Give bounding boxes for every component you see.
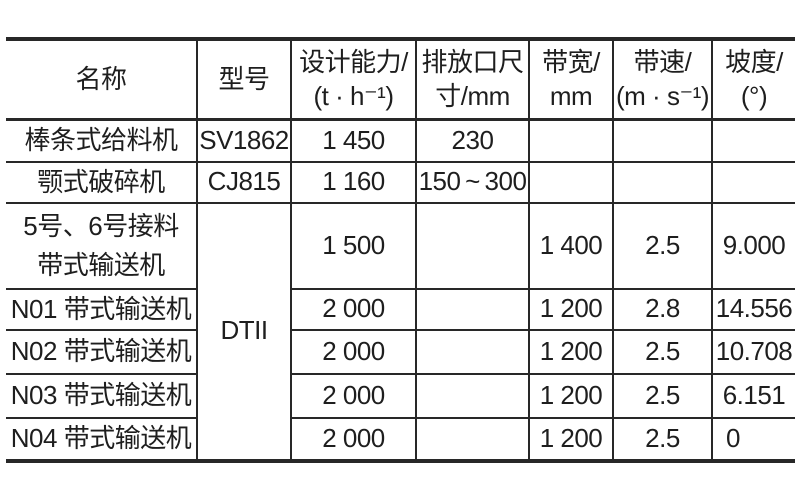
- cell-model: SV1862: [196, 118, 292, 163]
- cell-belt-speed: 2.5: [612, 372, 713, 419]
- cell-capacity: 1 450: [290, 118, 417, 163]
- cell-belt-width: [528, 118, 614, 163]
- cell-name: 棒条式给料机: [6, 118, 198, 163]
- table-row: N02 带式输送机 2 000 1 200 2.5 10.708: [6, 328, 795, 375]
- cell-outlet: [415, 416, 530, 462]
- table-row: 棒条式给料机 SV1862 1 450 230: [6, 118, 795, 163]
- cell-capacity: 2 000: [290, 416, 417, 462]
- header-model: 型号: [196, 38, 292, 121]
- cell-outlet: [415, 328, 530, 375]
- cell-name: N01 带式输送机: [6, 287, 198, 331]
- header-capacity-line: (t · h⁻¹): [313, 80, 395, 111]
- cell-slope: 6.151: [711, 372, 795, 419]
- header-name-line: 名称: [75, 63, 127, 94]
- cell-outlet: [415, 287, 530, 331]
- header-belt-speed: 带速/(m · s⁻¹): [612, 38, 713, 121]
- table-row: N01 带式输送机 2 000 1 200 2.8 14.556: [6, 287, 795, 331]
- cell-model: DTII: [196, 201, 292, 462]
- cell-belt-speed: 2.5: [612, 416, 713, 462]
- cell-belt-width: 1 400: [528, 201, 614, 290]
- cell-belt-speed: [612, 160, 713, 204]
- cell-capacity: 2 000: [290, 287, 417, 331]
- cell-name: N02 带式输送机: [6, 328, 198, 375]
- header-capacity: 设计能力/(t · h⁻¹): [290, 38, 417, 121]
- table-row: 5号、6号接料 带式输送机 DTII 1 500 1 400 2.5 9.000: [6, 201, 795, 462]
- cell-capacity: 2 000: [290, 372, 417, 419]
- cell-outlet: 230: [415, 118, 530, 163]
- header-slope: 坡度/ (°): [711, 38, 795, 121]
- cell-slope: 14.556: [711, 287, 795, 331]
- cell-slope: [711, 160, 795, 204]
- cell-outlet: 150 ~ 300: [415, 160, 530, 204]
- cell-slope: 9.000: [711, 201, 795, 290]
- header-belt-width-line: 带宽/: [542, 46, 600, 77]
- cell-name: N03 带式输送机: [6, 372, 198, 419]
- cell-slope: [711, 118, 795, 163]
- header-slope-line: 坡度/: [725, 46, 783, 77]
- header-belt-speed-line: (m · s⁻¹): [616, 80, 709, 111]
- table-row: 颚式破碎机 CJ815 1 160 150 ~ 300: [6, 160, 795, 204]
- cell-belt-width: 1 200: [528, 287, 614, 331]
- cell-belt-width: 1 200: [528, 416, 614, 462]
- cell-model: CJ815: [196, 160, 292, 204]
- cell-slope: 0: [711, 416, 795, 462]
- cell-belt-width: 1 200: [528, 328, 614, 375]
- cell-capacity: 1 160: [290, 160, 417, 204]
- header-name: 名称: [6, 38, 198, 121]
- header-belt-width: 带宽/mm: [528, 38, 614, 121]
- header-outlet: 排放口尺 寸/mm: [415, 38, 530, 121]
- cell-belt-speed: [612, 118, 713, 163]
- table-row: N04 带式输送机 2 000 1 200 2.5 0: [6, 416, 795, 462]
- table-row: N03 带式输送机 2 000 1 200 2.5 6.151: [6, 372, 795, 419]
- cell-outlet: [415, 201, 530, 290]
- table-header: 名称 型号 设计能力/(t · h⁻¹) 排放口尺 寸/mm 带宽/mm 带速/(m · s…: [6, 38, 795, 121]
- header-belt-speed-line: 带速/: [633, 46, 692, 77]
- table-body: 棒条式给料机 SV1862 1 450 230 颚式破碎机 CJ815 1 160 150 ~…: [6, 118, 795, 462]
- cell-outlet: [415, 372, 530, 419]
- cell-name: N04 带式输送机: [6, 416, 198, 462]
- cell-capacity: 1 500: [290, 201, 417, 290]
- header-outlet-line: 寸/mm: [435, 80, 510, 111]
- cell-name: 5号、6号接料 带式输送机: [6, 201, 198, 290]
- header-slope-line: (°): [740, 80, 768, 111]
- header-capacity-line: 设计能力/: [299, 46, 408, 77]
- cell-belt-speed: 2.5: [612, 201, 713, 290]
- cell-name: 颚式破碎机: [6, 160, 198, 204]
- header-row: 名称 型号 设计能力/(t · h⁻¹) 排放口尺 寸/mm 带宽/mm 带速/(m · s…: [6, 38, 795, 121]
- cell-capacity: 2 000: [290, 328, 417, 375]
- cell-belt-speed: 2.8: [612, 287, 713, 331]
- header-belt-width-line: mm: [549, 80, 593, 111]
- cell-belt-speed: 2.5: [612, 328, 713, 375]
- header-model-line: 型号: [218, 63, 270, 94]
- cell-belt-width: 1 200: [528, 372, 614, 419]
- cell-slope: 10.708: [711, 328, 795, 375]
- header-outlet-line: 排放口尺: [421, 46, 524, 77]
- spec-table: 名称 型号 设计能力/(t · h⁻¹) 排放口尺 寸/mm 带宽/mm 带速/(m · s…: [6, 37, 795, 463]
- cell-belt-width: [528, 160, 614, 204]
